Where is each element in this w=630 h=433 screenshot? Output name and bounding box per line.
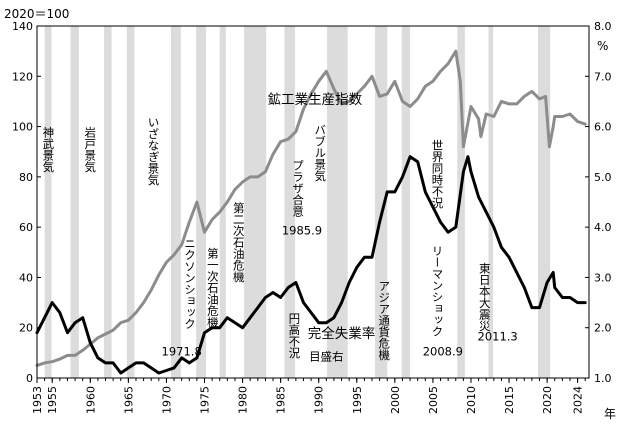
right-axis-unit: % (597, 39, 608, 53)
series-line-production-index (35, 49, 587, 367)
x-tick-label: 2015 (503, 386, 516, 414)
annotation-label: 岩戸景気 (83, 126, 97, 174)
annotation-label: 第一次石油危機 (206, 246, 220, 328)
right-tick-label: 7.0 (594, 70, 612, 83)
x-tick-label: 1953 (31, 386, 44, 414)
annotation-label: アジア通貨危機 (377, 280, 391, 361)
shade-period (401, 26, 411, 378)
annotation-label: 鉱工業生産指数 (268, 92, 363, 108)
annotation-label: リーマンショック (430, 245, 444, 337)
x-tick-label: 1955 (46, 386, 59, 414)
x-tick-label: 1960 (84, 386, 97, 414)
shade-period (457, 26, 465, 378)
shade-period (284, 26, 296, 378)
annotation-label: 2011.3 (478, 329, 518, 343)
annotation-label: 世界同時不況 (430, 139, 444, 209)
right-tick-label: 2.0 (594, 322, 612, 335)
shade-period (327, 26, 348, 378)
shade-period (196, 26, 207, 378)
x-tick-label: 2024 (572, 386, 585, 414)
axes: 0 20 40 60 80 100 120 140 1.0 2.0 3.0 4.0 5.0 6.0 7.0 8… (4, 7, 616, 421)
annotation-label: 1971.8 (162, 344, 202, 358)
x-tick-label: 2005 (427, 386, 440, 414)
annotation-label: いざなぎ景気 (146, 117, 160, 187)
left-axis-unit: 2020＝100 (4, 7, 69, 21)
left-tick-label: 0 (26, 372, 33, 385)
annotation-label: 1985.9 (282, 224, 322, 238)
annotation-label: 円高不況 (287, 313, 301, 360)
left-tick-label: 60 (19, 221, 33, 234)
annotation-label: 神武景気 (41, 126, 55, 174)
shade-period (126, 26, 135, 378)
right-tick-label: 6.0 (594, 121, 612, 134)
right-tick-label: 5.0 (594, 171, 612, 184)
shade-period (488, 26, 494, 378)
left-tick-label: 140 (12, 20, 33, 33)
x-tick-label: 1965 (122, 386, 135, 414)
shade-period (70, 26, 79, 378)
shade-period (244, 26, 267, 378)
x-tick-label: 1975 (199, 386, 212, 414)
x-tick-label: 1970 (160, 386, 173, 414)
annotation-label: ニクソンショック (183, 237, 197, 329)
shade-period (171, 26, 181, 378)
shade-period (219, 26, 226, 378)
x-tick-label: 1985 (275, 386, 288, 414)
annotation-label: 目盛右 (309, 349, 344, 363)
x-tick-label: 1995 (351, 386, 364, 414)
right-tick-label: 3.0 (594, 271, 612, 284)
x-tick-label: 1990 (313, 386, 326, 414)
x-axis-unit: 年 (604, 407, 616, 421)
left-tick-label: 20 (19, 322, 33, 335)
plot-frame (36, 25, 590, 379)
series-lines (35, 49, 587, 375)
right-tick-label: 8.0 (594, 20, 612, 33)
annotation-label: 2008.9 (423, 344, 463, 358)
x-tick-label: 2000 (389, 386, 402, 414)
shade-period (104, 26, 112, 378)
x-tick-label: 2010 (465, 386, 478, 414)
left-tick-label: 100 (12, 121, 33, 134)
annotation-label: プラザ合意 (291, 159, 305, 217)
shade-period (44, 26, 52, 378)
annotation-label: 東日本大震災 (478, 262, 492, 331)
annotation-label: バブル景気 (313, 124, 327, 182)
right-tick-label: 4.0 (594, 221, 612, 234)
x-tick-label: 1980 (237, 386, 250, 414)
shade-period (375, 26, 388, 378)
series-line-unemployment-rate (35, 155, 587, 375)
recession-shading (44, 26, 551, 378)
annotation-label: 完全失業率 (308, 325, 376, 342)
annotation-label: 第二次石油危機 (232, 201, 246, 283)
left-tick-label: 120 (12, 70, 33, 83)
left-tick-label: 80 (19, 171, 33, 184)
left-tick-label: 40 (19, 271, 33, 284)
x-tick-label: 2020 (541, 386, 554, 414)
shade-period (537, 26, 551, 378)
right-tick-label: 1.0 (594, 372, 612, 385)
